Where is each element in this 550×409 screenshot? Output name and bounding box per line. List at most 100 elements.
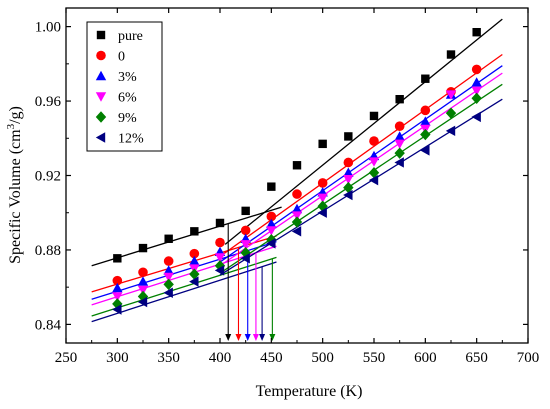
- data-point-0-7: [292, 161, 302, 170]
- y-tick-label-0: 0.84: [35, 317, 62, 333]
- x-axis-title: Temperature (K): [256, 383, 363, 400]
- fit-line-fit-high-2: [219, 65, 503, 263]
- data-point-4-4: [214, 260, 226, 272]
- data-point-1-1: [138, 267, 148, 278]
- data-point-0-9: [344, 132, 353, 141]
- legend-label-5: 12%: [118, 132, 144, 147]
- data-point-1-12: [420, 105, 431, 116]
- data-point-1-4: [215, 237, 225, 248]
- data-point-5-11: [394, 157, 404, 168]
- data-point-2-1: [137, 276, 149, 286]
- fit-line-fit-high-3: [219, 72, 503, 267]
- data-point-5-9: [343, 189, 353, 201]
- data-point-4-9: [343, 181, 354, 194]
- tg-arrow-head-3: [252, 334, 259, 341]
- x-tick-label-1: 300: [106, 350, 129, 366]
- x-tick-label-7: 600: [414, 350, 437, 366]
- fit-line-fit-high-1: [219, 53, 503, 257]
- x-tick-label-6: 550: [363, 350, 386, 366]
- data-point-0-2: [164, 234, 173, 243]
- data-point-3-5: [240, 240, 251, 250]
- legend-marker-3: [95, 92, 107, 102]
- data-point-0-10: [369, 111, 379, 121]
- x-tick-label-9: 700: [517, 350, 540, 366]
- data-point-0-13: [446, 50, 456, 59]
- data-point-2-3: [189, 255, 200, 266]
- data-point-4-13: [445, 107, 457, 119]
- data-point-2-12: [420, 116, 431, 126]
- data-point-1-10: [369, 136, 379, 146]
- x-tick-label-2: 350: [157, 350, 180, 366]
- data-point-2-9: [343, 167, 354, 177]
- data-point-5-10: [368, 174, 379, 186]
- data-point-2-0: [112, 282, 123, 293]
- data-point-3-2: [163, 272, 174, 283]
- legend-label-4: 9%: [118, 111, 137, 126]
- y-tick-label-4: 1.00: [35, 20, 61, 36]
- y-tick-label-1: 0.88: [35, 243, 61, 259]
- x-tick-label-5: 500: [311, 350, 334, 366]
- data-point-3-10: [368, 157, 380, 167]
- data-point-3-8: [317, 193, 328, 204]
- data-point-2-7: [291, 203, 303, 214]
- fit-line-fit-high-0: [224, 18, 503, 245]
- x-tick-label-8: 650: [465, 350, 488, 366]
- data-point-5-8: [317, 207, 327, 218]
- legend-marker-5: [95, 132, 106, 143]
- legend-label-1: 0: [118, 50, 125, 65]
- tg-arrow-head-0: [225, 334, 232, 341]
- fit-line-fit-high-4: [219, 83, 503, 274]
- fit-line-fit-low-4: [91, 256, 277, 317]
- legend-marker-1: [96, 50, 106, 61]
- fit-line-fit-low-0: [91, 206, 282, 267]
- data-point-3-14: [471, 86, 482, 97]
- data-point-0-8: [318, 139, 327, 149]
- data-point-5-4: [214, 265, 225, 276]
- data-point-4-7: [291, 216, 303, 228]
- data-point-5-14: [471, 111, 481, 123]
- legend: pure 0 3% 6% 9% 12%: [86, 21, 163, 152]
- tg-arrow-head-5: [259, 334, 266, 341]
- data-point-1-5: [240, 225, 251, 236]
- y-axis-title-main: Specific Volume (cm: [7, 129, 24, 264]
- data-point-1-2: [163, 256, 174, 266]
- data-point-3-6: [266, 226, 277, 236]
- plot-layer: [91, 18, 503, 341]
- legend-label-3: 6%: [118, 91, 137, 106]
- x-tick-label-0: 250: [55, 350, 78, 366]
- tg-arrow-head-2: [244, 334, 251, 341]
- data-point-3-0: [112, 292, 123, 302]
- data-point-0-14: [472, 27, 481, 37]
- data-point-1-14: [471, 64, 482, 75]
- data-point-3-11: [394, 139, 405, 150]
- data-point-5-0: [112, 304, 122, 315]
- fit-line-fit-high-5: [219, 98, 503, 276]
- data-point-3-13: [445, 90, 457, 100]
- data-point-0-4: [215, 218, 225, 228]
- x-tick-label-3: 400: [209, 350, 232, 366]
- data-point-4-10: [368, 167, 380, 179]
- legend-marker-4: [95, 111, 107, 123]
- y-tick-label-2: 0.92: [35, 169, 61, 185]
- data-point-3-7: [291, 211, 303, 221]
- y-axis-title-sup: 3: [5, 123, 17, 129]
- data-point-2-6: [266, 218, 277, 229]
- data-point-3-4: [214, 253, 226, 263]
- data-point-3-9: [343, 175, 354, 185]
- data-point-4-11: [394, 147, 405, 159]
- y-tick-label-3: 0.96: [35, 94, 62, 110]
- data-point-0-5: [241, 206, 250, 216]
- data-point-0-1: [138, 243, 148, 253]
- data-point-5-5: [240, 253, 250, 264]
- data-point-0-3: [190, 227, 199, 236]
- data-point-0-0: [113, 254, 122, 263]
- y-axis-title-tail: /g): [7, 106, 24, 124]
- data-point-2-2: [163, 265, 174, 275]
- data-point-0-11: [395, 94, 404, 104]
- axes-layer: 250 300 350 400 450 500 550 600 650 700 0.84 0.88 0.…: [35, 7, 540, 366]
- data-point-3-1: [137, 285, 149, 296]
- data-point-1-6: [266, 211, 277, 222]
- data-point-1-8: [317, 178, 328, 188]
